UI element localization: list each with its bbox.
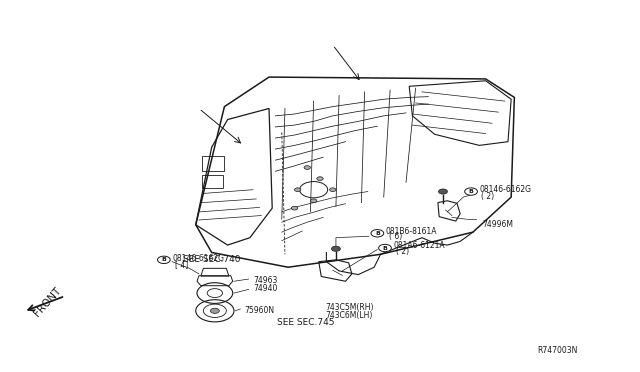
Circle shape <box>379 244 392 252</box>
Circle shape <box>157 256 170 263</box>
Text: 081B6-8161A: 081B6-8161A <box>386 227 437 235</box>
Circle shape <box>330 188 336 192</box>
Text: FRONT: FRONT <box>33 286 63 319</box>
Text: 08146-6162G: 08146-6162G <box>172 254 224 263</box>
Text: B: B <box>161 257 166 262</box>
Circle shape <box>438 189 447 194</box>
Text: B: B <box>383 246 387 250</box>
Circle shape <box>291 206 298 210</box>
Text: 74963: 74963 <box>253 276 278 285</box>
Text: R747003N: R747003N <box>537 346 577 355</box>
Text: ( 6): ( 6) <box>389 232 402 241</box>
Text: ( 2): ( 2) <box>481 192 493 201</box>
Text: SEE SEC.745: SEE SEC.745 <box>277 318 335 327</box>
Text: [ 4]: [ 4] <box>175 260 188 269</box>
Text: 74996M: 74996M <box>483 220 513 229</box>
Text: 74940: 74940 <box>253 284 278 293</box>
Text: 75960N: 75960N <box>245 305 275 315</box>
Text: ( 2): ( 2) <box>396 247 410 256</box>
Text: B: B <box>375 231 380 236</box>
Text: 743C6M(LH): 743C6M(LH) <box>325 311 372 320</box>
Text: 081A6-6121A: 081A6-6121A <box>394 241 445 250</box>
Circle shape <box>294 188 301 192</box>
Text: B: B <box>468 189 474 194</box>
Circle shape <box>310 199 317 203</box>
Circle shape <box>211 308 220 313</box>
Circle shape <box>304 166 310 169</box>
Text: 743C5M(RH): 743C5M(RH) <box>325 303 374 312</box>
Circle shape <box>371 230 384 237</box>
Circle shape <box>465 188 477 195</box>
Text: SEE SEC.740: SEE SEC.740 <box>183 254 241 263</box>
Circle shape <box>332 246 340 251</box>
Circle shape <box>317 177 323 180</box>
Text: 08146-6162G: 08146-6162G <box>479 185 531 194</box>
